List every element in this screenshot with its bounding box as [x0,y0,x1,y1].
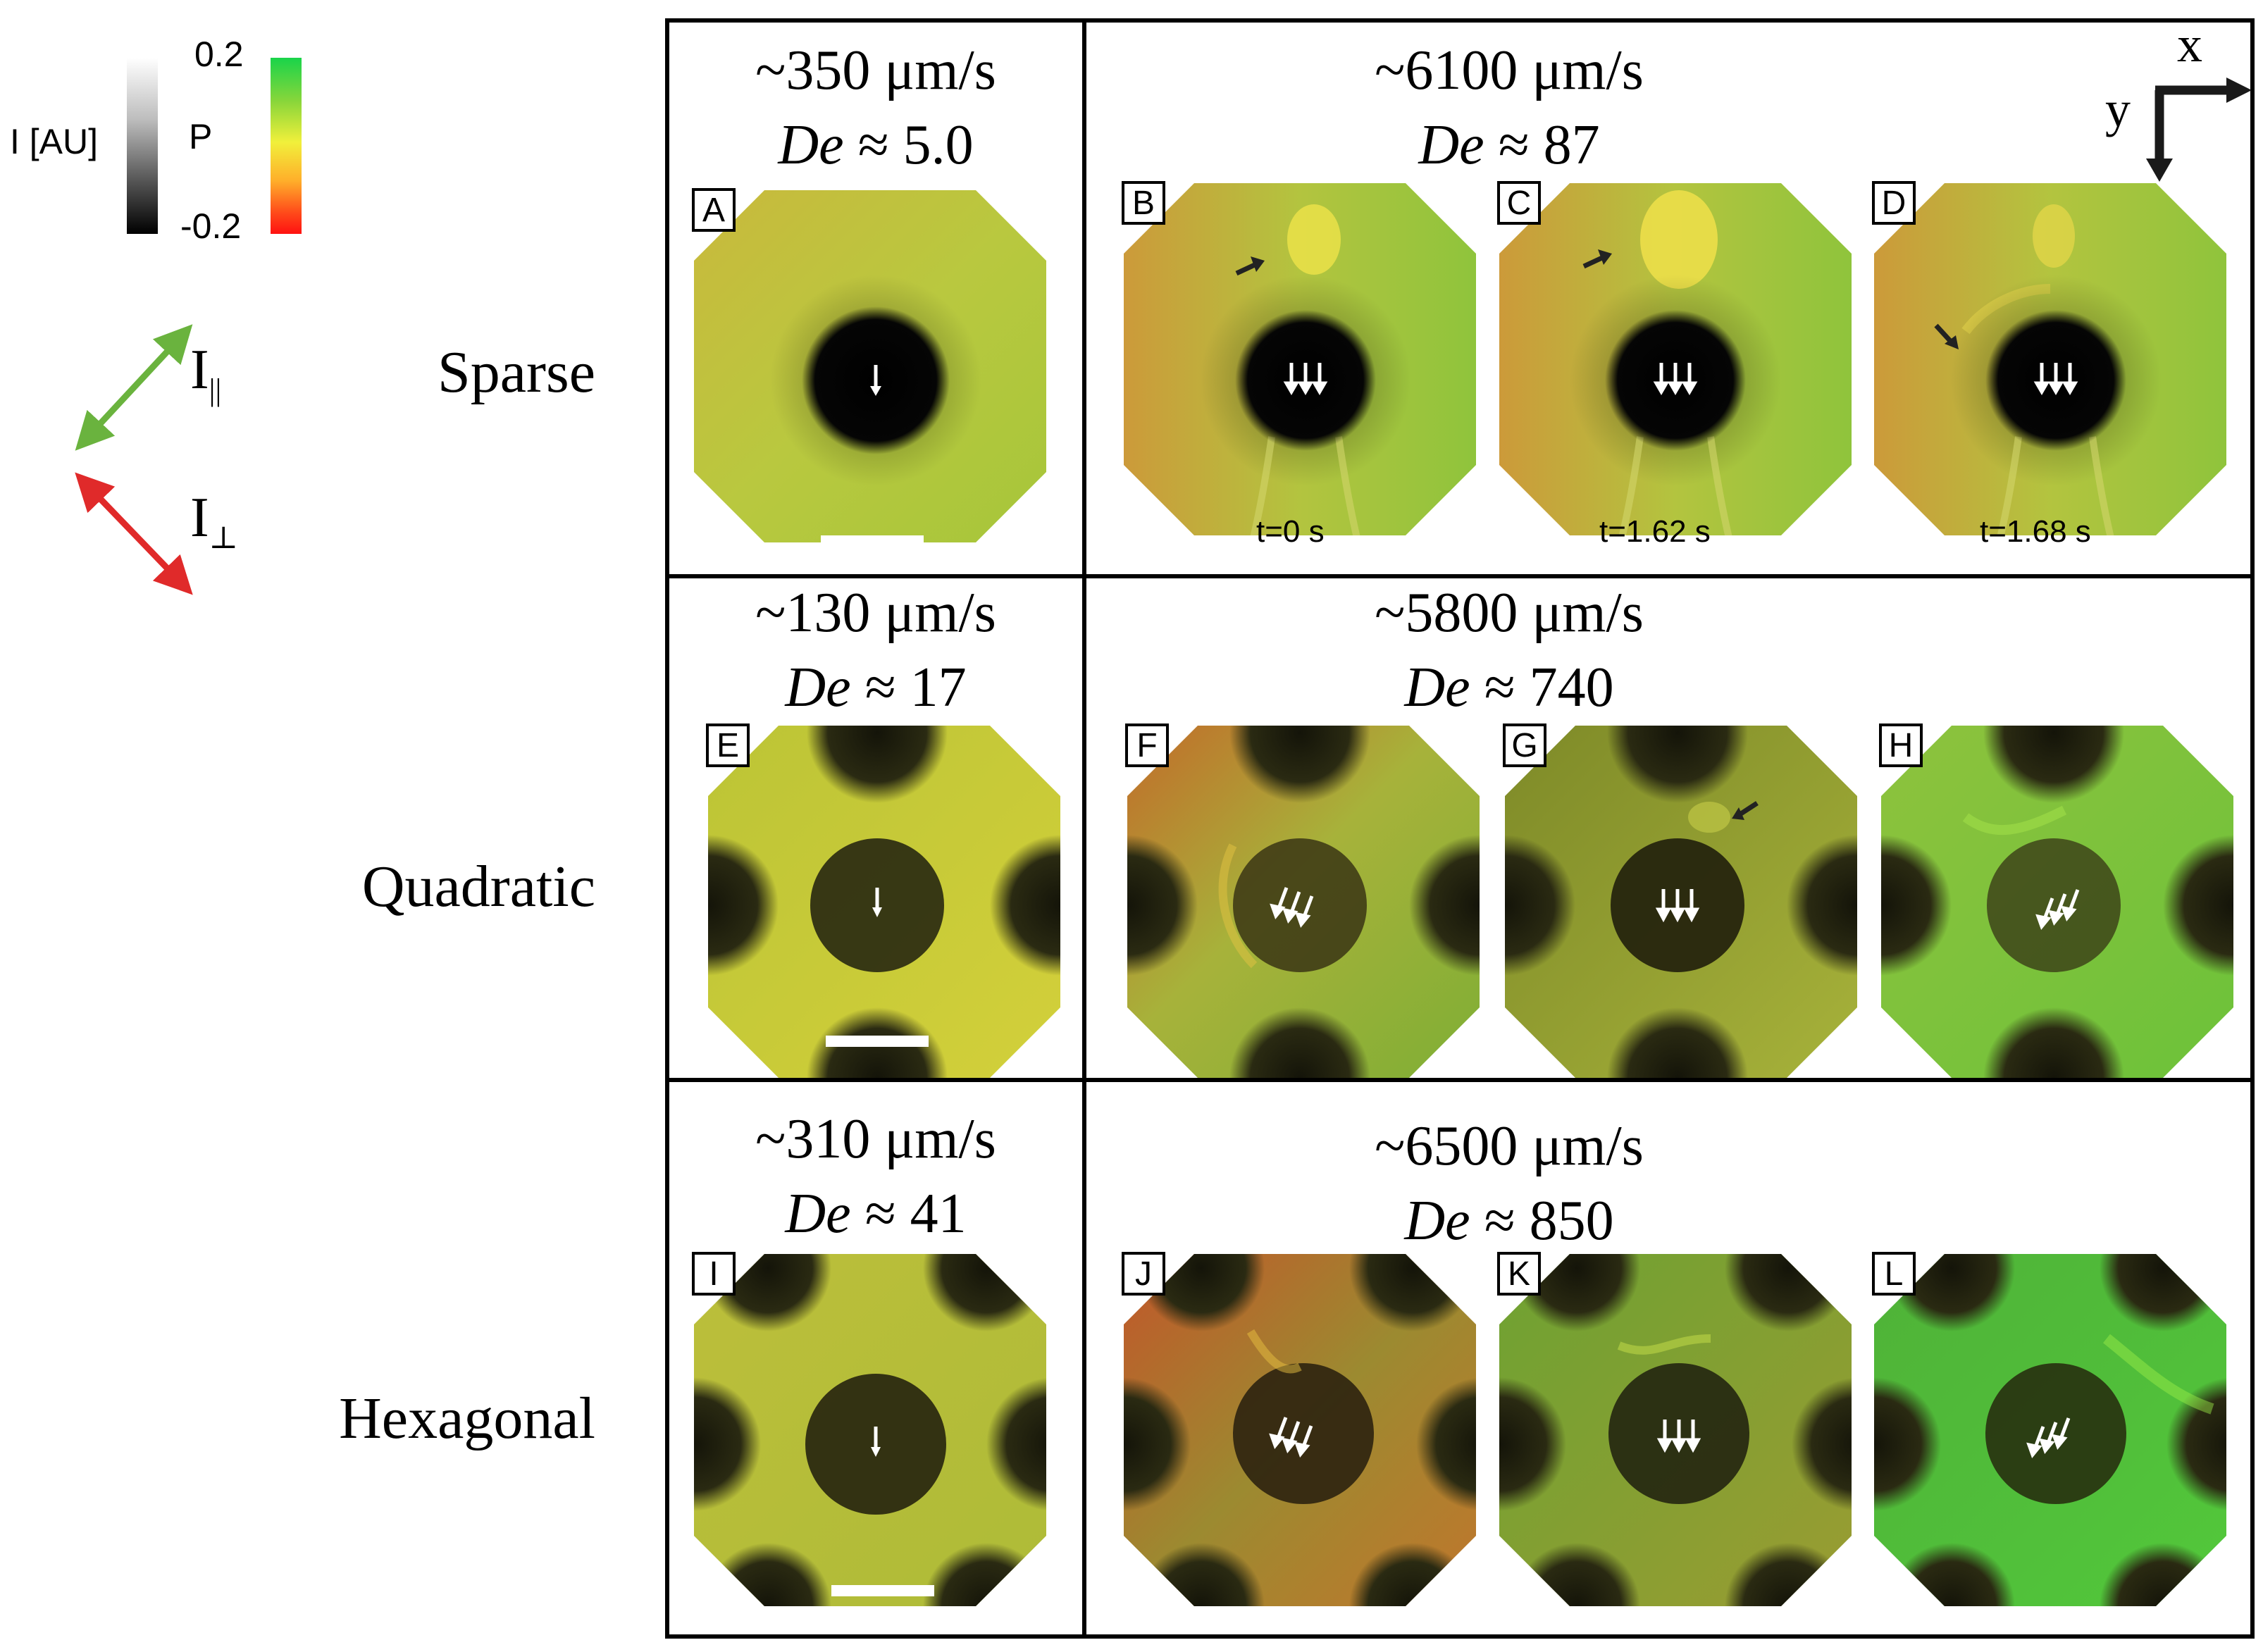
panel-b-image [1124,183,1476,535]
x-axis-label: x [2177,16,2202,73]
panel-c-image [1499,183,1852,535]
panel-b: B t=0 s [1122,181,1476,549]
header-hexagonal-high: ~6500 μm/s De ≈ 850 [1375,1115,1644,1252]
panel-g-image [1505,726,1857,1078]
panel-a-image [694,190,1046,542]
panel-label-k: K [1497,1252,1541,1296]
perpendicular-arrow-icon [75,472,193,595]
panel-f-image [1127,726,1480,1078]
intensity-label: I [AU] [10,122,99,161]
row-label-quadratic: Quadratic [361,854,595,919]
panel-j-image [1124,1254,1476,1606]
panel-label-h: H [1879,723,1923,767]
timestamp-d: t=1.68 s [1980,514,2091,549]
panel-e-image [708,726,1060,1078]
scale-min-label: -0.2 [180,206,242,246]
panel-label-d: D [1872,181,1916,225]
panel-g: G [1503,723,1857,1078]
row-divider-1 [665,574,2255,578]
intensity-colorbar [127,58,158,234]
polarization-label: P [189,117,213,156]
panel-i: I [692,1252,1046,1606]
panel-label-b: B [1122,181,1165,225]
row-divider-2 [665,1078,2255,1082]
panel-c: C t=1.62 s [1497,181,1852,549]
panel-h-image [1881,726,2233,1078]
panel-label-g: G [1503,723,1546,767]
panel-e: E [706,723,1060,1078]
panel-label-f: F [1125,723,1169,767]
panel-l-image [1874,1254,2226,1606]
figure-grid [665,18,2255,1639]
parallel-intensity-label: I|| [190,339,222,407]
panel-a: A [692,188,1046,542]
panel-l: L [1872,1252,2226,1606]
parallel-arrow-icon [75,324,193,451]
polarization-arrows-icon [75,324,193,595]
panel-k: K [1497,1252,1852,1606]
polarization-colorbar [271,58,302,234]
panel-f: F [1125,723,1480,1078]
y-axis-label: y [2105,81,2131,137]
column-divider [1082,18,1086,1639]
row-label-sparse: Sparse [438,340,595,405]
panel-d: D t=1.68 s [1872,181,2226,549]
panel-label-c: C [1497,181,1541,225]
panel-label-a: A [692,188,736,232]
panel-label-l: L [1872,1252,1916,1296]
header-quadratic-low: ~130 μm/s De ≈ 17 [755,582,996,719]
panel-i-image [694,1254,1046,1606]
scale-bar-i [831,1585,934,1596]
panel-label-i: I [692,1252,736,1296]
scale-bar-a [821,535,924,547]
timestamp-b: t=0 s [1256,514,1325,549]
scale-bar-e [826,1036,929,1047]
panel-h: H [1879,723,2233,1078]
axes-indicator: x y [2085,16,2255,183]
timestamp-c: t=1.62 s [1599,514,1711,549]
panel-d-image [1874,183,2226,535]
panel-j: J [1122,1252,1476,1606]
header-hexagonal-low: ~310 μm/s De ≈ 41 [755,1108,996,1245]
header-quadratic-high: ~5800 μm/s De ≈ 740 [1375,582,1644,719]
axes-arrow-icon [2146,77,2252,182]
perpendicular-intensity-label: I⊥ [190,487,239,555]
row-label-hexagonal: Hexagonal [339,1386,595,1451]
panel-label-j: J [1122,1252,1165,1296]
panel-k-image [1499,1254,1852,1606]
header-sparse-high: ~6100 μm/s De ≈ 87 [1375,39,1644,176]
panel-label-e: E [706,723,750,767]
legend: I [AU] P 0.2 -0.2 I|| I⊥ [0,0,366,634]
scale-max-label: 0.2 [194,35,244,74]
header-sparse-low: ~350 μm/s De ≈ 5.0 [755,39,996,176]
